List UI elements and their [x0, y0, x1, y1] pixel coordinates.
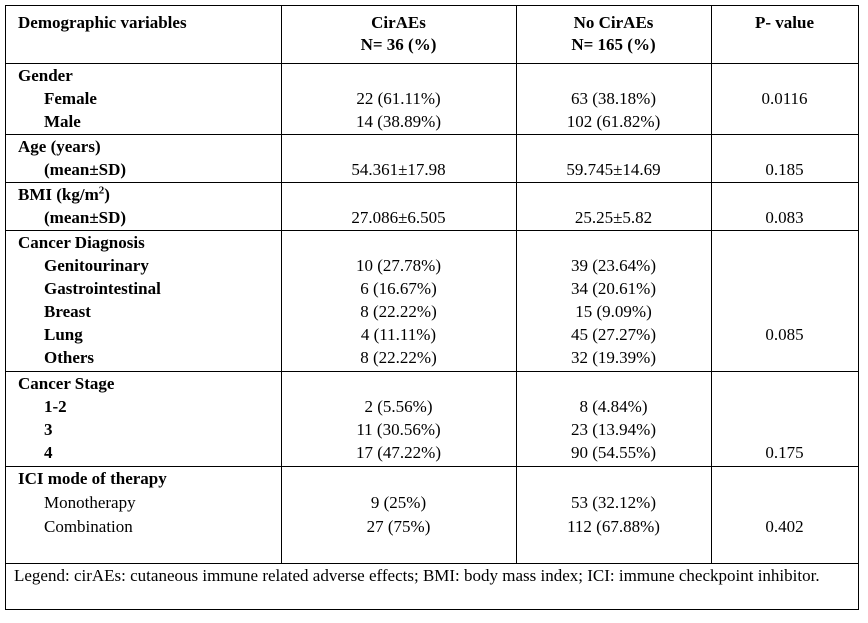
header-no-ciraes: No CirAEs: [573, 13, 654, 32]
row-label: Monotherapy: [44, 493, 136, 512]
cell-no-ciraes: 90 (54.55%): [571, 443, 656, 462]
row-label: Breast: [44, 302, 91, 321]
cell-no-ciraes: 53 (32.12%): [571, 493, 656, 512]
cell-ciraes: 9 (25%): [370, 493, 427, 512]
col-divider: [516, 6, 517, 563]
header-variables: Demographic variables: [18, 13, 187, 32]
cell-ciraes: 14 (38.89%): [356, 112, 441, 131]
row-label: (mean±SD): [44, 208, 127, 227]
cell-no-ciraes: 8 (4.84%): [579, 397, 648, 416]
cell-no-ciraes: 45 (27.27%): [571, 325, 656, 344]
cell-no-ciraes: 25.25±5.82: [574, 208, 653, 227]
row-label: 4: [44, 443, 53, 462]
cell-no-ciraes: 102 (61.82%): [566, 112, 661, 131]
cell-ciraes: 4 (11.11%): [360, 325, 437, 344]
cell-ciraes: 54.361±17.98: [351, 160, 446, 179]
cell-ciraes: 6 (16.67%): [360, 279, 437, 298]
row-label: 1-2: [44, 397, 67, 416]
cell-p-value: 0.085: [765, 325, 804, 344]
row-divider: [6, 371, 858, 372]
cell-p-value: 0.175: [765, 443, 804, 462]
row-divider: [6, 182, 858, 183]
cell-p-value: 0.402: [765, 517, 804, 536]
row-divider: [6, 63, 858, 64]
cell-ciraes: 8 (22.22%): [360, 348, 437, 367]
row-label: Combination: [44, 517, 133, 536]
header-p-value: P- value: [754, 13, 815, 32]
cell-p-value: 0.0116: [761, 89, 808, 108]
cell-ciraes: 11 (30.56%): [356, 420, 441, 439]
header-ciraes: CirAEs: [371, 13, 426, 32]
cell-p-value: 0.185: [765, 160, 804, 179]
cell-no-ciraes: 63 (38.18%): [571, 89, 656, 108]
section-title-cancer-stage: Cancer Stage: [18, 374, 115, 393]
table-legend: Legend: cirAEs: cutaneous immune related…: [14, 566, 820, 585]
row-divider: [6, 466, 858, 467]
cell-no-ciraes: 34 (20.61%): [571, 279, 656, 298]
cell-ciraes: 22 (61.11%): [356, 89, 441, 108]
demographics-table: Demographic variables CirAEs N= 36 (%) N…: [5, 5, 859, 610]
row-divider: [6, 134, 858, 135]
col-divider: [711, 6, 712, 563]
cell-ciraes: 27 (75%): [366, 517, 431, 536]
section-title-cancer-diagnosis: Cancer Diagnosis: [18, 233, 145, 252]
header-ciraes-n: N= 36 (%): [360, 35, 437, 54]
section-title-gender: Gender: [18, 66, 73, 85]
row-label: (mean±SD): [44, 160, 127, 179]
header-no-ciraes-n: N= 165 (%): [571, 35, 656, 54]
row-label: Others: [44, 348, 95, 367]
section-title-bmi: BMI (kg/m2): [18, 184, 110, 204]
row-label: 3: [44, 420, 53, 439]
cell-ciraes: 27.086±6.505: [351, 208, 446, 227]
row-label: Female: [44, 89, 97, 108]
section-title-ici-mode: ICI mode of therapy: [18, 469, 167, 488]
cell-ciraes: 8 (22.22%): [360, 302, 437, 321]
row-label: Genitourinary: [44, 256, 149, 275]
cell-no-ciraes: 39 (23.64%): [571, 256, 656, 275]
cell-no-ciraes: 59.745±14.69: [566, 160, 661, 179]
col-divider: [281, 6, 282, 563]
row-label: Lung: [44, 325, 83, 344]
cell-no-ciraes: 32 (19.39%): [571, 348, 656, 367]
cell-no-ciraes: 23 (13.94%): [571, 420, 656, 439]
cell-no-ciraes: 112 (67.88%): [567, 517, 660, 536]
section-title-age: Age (years): [18, 137, 101, 156]
row-label: Gastrointestinal: [44, 279, 161, 298]
cell-p-value: 0.083: [765, 208, 804, 227]
cell-no-ciraes: 15 (9.09%): [575, 302, 652, 321]
cell-ciraes: 10 (27.78%): [356, 256, 441, 275]
row-divider: [6, 563, 858, 564]
cell-ciraes: 17 (47.22%): [356, 443, 441, 462]
cell-ciraes: 2 (5.56%): [364, 397, 433, 416]
row-label: Male: [44, 112, 81, 131]
row-divider: [6, 230, 858, 231]
